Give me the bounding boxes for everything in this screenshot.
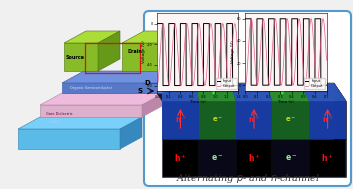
Polygon shape [122,31,186,43]
X-axis label: Time (s): Time (s) [277,100,294,104]
Polygon shape [150,83,346,101]
Polygon shape [265,83,309,101]
Polygon shape [309,101,346,139]
Polygon shape [200,140,235,176]
Text: h$^+$: h$^+$ [175,115,186,125]
Polygon shape [64,43,98,71]
Polygon shape [98,31,120,71]
Text: Alternating $p$- and $n$-channel: Alternating $p$- and $n$-channel [176,172,320,185]
Text: Gate Dielectric: Gate Dielectric [46,112,73,116]
Polygon shape [196,83,235,101]
Text: e$^-$: e$^-$ [211,153,223,163]
Legend: Input, Output: Input, Output [216,78,237,89]
Text: D: D [144,80,150,86]
Text: h$^+$: h$^+$ [248,115,260,125]
Text: h$^+$: h$^+$ [321,152,334,164]
Text: h$^+$: h$^+$ [248,152,260,164]
Text: Drain: Drain [128,49,143,54]
FancyBboxPatch shape [144,11,351,186]
Text: S: S [138,88,143,94]
Polygon shape [40,105,142,117]
Text: Gate: Gate [49,119,61,124]
Polygon shape [237,140,271,176]
Polygon shape [142,93,164,117]
Polygon shape [62,83,164,93]
Polygon shape [162,139,346,177]
Text: e$^-$: e$^-$ [285,153,297,163]
Text: h$^+$: h$^+$ [322,115,334,125]
Polygon shape [235,101,273,139]
Text: Source: Source [66,55,85,60]
Y-axis label: Voltage (V): Voltage (V) [231,41,235,63]
Polygon shape [273,101,309,139]
Text: e$^-$: e$^-$ [211,115,223,124]
Polygon shape [164,71,186,93]
Polygon shape [162,101,346,139]
Polygon shape [163,140,198,176]
Polygon shape [162,83,199,101]
Polygon shape [274,140,308,176]
Polygon shape [164,31,186,71]
Text: h$^+$: h$^+$ [174,152,187,164]
Polygon shape [18,129,120,149]
Polygon shape [122,43,164,71]
Legend: Input, Output: Input, Output [304,78,325,89]
Text: Organic Semiconductor: Organic Semiconductor [70,86,112,90]
Polygon shape [162,101,199,139]
X-axis label: Time (s): Time (s) [189,100,206,104]
Y-axis label: Voltage (V): Voltage (V) [142,41,146,63]
Polygon shape [199,101,235,139]
Polygon shape [120,117,142,149]
Polygon shape [310,140,345,176]
Polygon shape [300,83,346,101]
Polygon shape [62,71,186,83]
Polygon shape [18,117,142,129]
Text: e$^-$: e$^-$ [285,115,297,124]
Polygon shape [64,31,120,43]
Polygon shape [334,83,346,177]
Polygon shape [231,83,273,101]
Polygon shape [40,93,164,105]
